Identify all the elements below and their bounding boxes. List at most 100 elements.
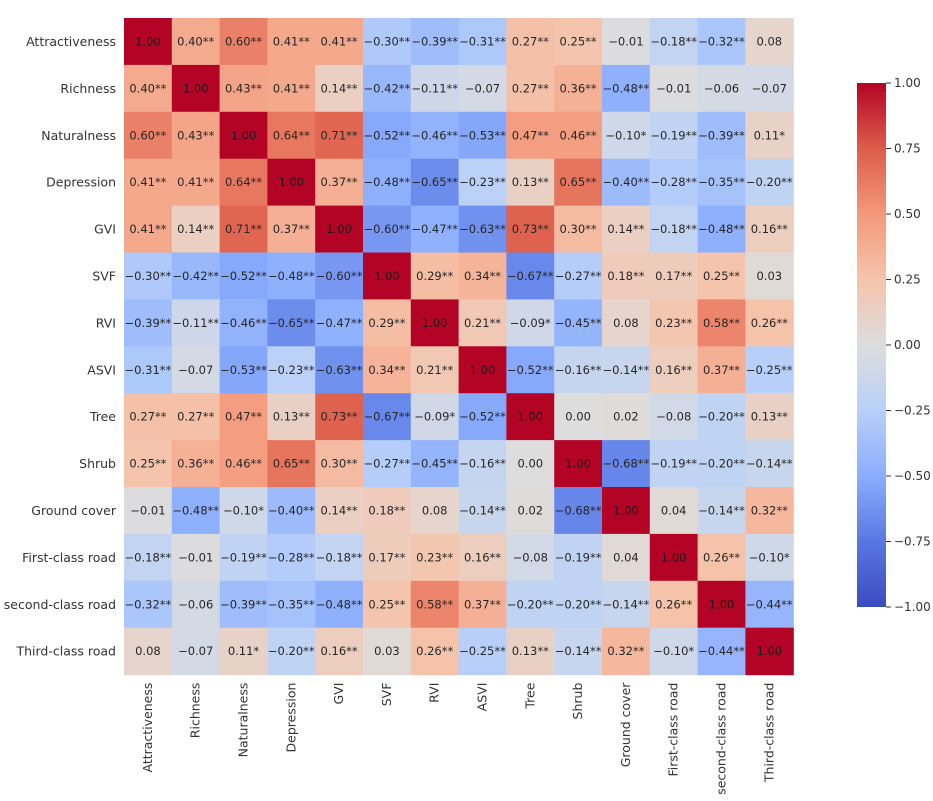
heatmap-cell (124, 205, 173, 254)
cell-value-label: 0.27** (512, 34, 549, 48)
x-tick-label: GVI (331, 683, 346, 705)
heatmap-cell (410, 346, 460, 394)
cell-value-label: 0.14** (321, 81, 358, 95)
heatmap-cell (554, 18, 603, 66)
cell-value-label: −0.09* (510, 316, 551, 330)
heatmap-cell (554, 111, 603, 160)
heatmap-cell (458, 393, 507, 441)
heatmap-cell (171, 158, 221, 207)
cell-value-label: −0.39** (411, 34, 458, 48)
heatmap-cell (267, 393, 316, 441)
cell-value-label: −0.08 (656, 410, 691, 424)
heatmap-cell (267, 580, 316, 629)
heatmap-cell (124, 393, 173, 441)
heatmap-cell (315, 18, 364, 66)
heatmap-cell (745, 158, 794, 207)
heatmap-cell (315, 299, 364, 347)
cell-value-label: −0.27** (555, 269, 602, 283)
x-tick-label: Depression (283, 683, 298, 753)
cell-value-label: 0.29** (368, 316, 405, 330)
heatmap-cell (219, 64, 268, 113)
cell-value-label: 0.41** (177, 175, 214, 189)
heatmap-cell (315, 393, 364, 441)
heatmap-cell (697, 111, 746, 160)
cell-value-label: 0.41** (129, 222, 166, 236)
cell-value-label: −0.20** (507, 597, 554, 611)
cell-value-label: −0.25** (746, 363, 793, 377)
cell-value-label: 0.58** (703, 316, 740, 330)
heatmap-cell (219, 252, 268, 300)
y-tick-label: First-class road (22, 550, 116, 565)
heatmap-cell (363, 111, 412, 160)
cell-value-label: −0.35** (268, 597, 315, 611)
heatmap-cell (697, 64, 746, 113)
cell-value-label: 0.37** (321, 175, 358, 189)
heatmap-cell (602, 627, 651, 676)
heatmap-cell (363, 252, 412, 300)
cell-value-label: 0.40** (129, 81, 166, 95)
heatmap-cell (745, 205, 794, 254)
cell-value-label: −0.18** (650, 34, 697, 48)
y-tick-label: Shrub (79, 456, 116, 471)
cell-value-label: 0.71** (321, 128, 358, 142)
cell-value-label: −0.01 (656, 81, 691, 95)
heatmap-cell (124, 18, 173, 66)
heatmap-cell (124, 580, 173, 629)
colorbar-gradient (857, 83, 886, 607)
x-tick-label: Richness (188, 683, 203, 739)
cell-value-label: −0.45** (555, 316, 602, 330)
y-tick-label: second-class road (4, 597, 116, 612)
cell-value-label: 0.18** (368, 503, 405, 517)
heatmap-cell (506, 299, 555, 347)
heatmap-cell (219, 393, 268, 441)
cell-value-label: 0.41** (129, 175, 166, 189)
cell-value-label: 1.00 (517, 410, 543, 424)
heatmap-cell (124, 487, 173, 535)
heatmap-cell (219, 440, 268, 488)
x-tick-label: Third-class road (761, 683, 776, 784)
cell-value-label: −0.39** (220, 597, 267, 611)
heatmap-cell (410, 487, 460, 535)
heatmap-cell (649, 299, 699, 347)
cell-value-label: −0.28** (268, 550, 315, 564)
heatmap-cell (315, 205, 364, 254)
heatmap-cell (554, 64, 603, 113)
cell-value-label: 0.08 (422, 503, 448, 517)
cell-value-label: −0.19** (650, 128, 697, 142)
heatmap-cell (697, 580, 746, 629)
heatmap-cell (506, 533, 555, 582)
heatmap-cell (315, 440, 364, 488)
cell-value-label: −0.63** (459, 222, 506, 236)
cell-value-label: −0.46** (220, 316, 267, 330)
heatmap-cell (171, 487, 221, 535)
cell-value-label: 0.64** (273, 128, 310, 142)
heatmap-cell (219, 205, 268, 254)
colorbar-tick-label: −0.50 (894, 469, 931, 483)
cell-value-label: −0.18** (650, 222, 697, 236)
cell-value-label: −0.23** (268, 363, 315, 377)
heatmap-cell (458, 252, 507, 300)
heatmap-cell (171, 393, 221, 441)
heatmap-cell (745, 393, 794, 441)
cell-value-label: 0.17** (655, 269, 692, 283)
heatmap-cell (315, 64, 364, 113)
cell-value-label: −0.16** (555, 363, 602, 377)
y-tick-label: GVI (94, 222, 116, 237)
cell-value-label: 1.00 (709, 597, 735, 611)
cell-value-label: −0.14** (459, 503, 506, 517)
cell-value-label: 1.00 (756, 644, 782, 658)
cell-value-label: −0.20** (698, 457, 745, 471)
cell-value-label: −0.53** (220, 363, 267, 377)
cell-value-label: −0.11** (172, 316, 219, 330)
heatmap-cell (363, 64, 412, 113)
cell-value-label: −0.06 (704, 81, 739, 95)
cell-value-label: −0.32** (125, 597, 172, 611)
heatmap-cell (697, 299, 746, 347)
heatmap-cell (458, 487, 507, 535)
cell-value-label: −0.48** (172, 503, 219, 517)
heatmap-cell (267, 346, 316, 394)
cell-value-label: −0.31** (125, 363, 172, 377)
cell-value-label: −0.08 (513, 550, 548, 564)
cell-value-label: 0.16** (464, 550, 501, 564)
heatmap-cell (649, 205, 699, 254)
